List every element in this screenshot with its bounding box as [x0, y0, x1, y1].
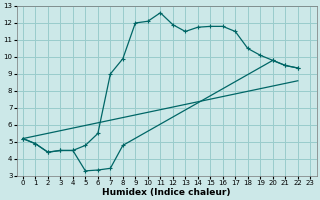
X-axis label: Humidex (Indice chaleur): Humidex (Indice chaleur) — [102, 188, 231, 197]
